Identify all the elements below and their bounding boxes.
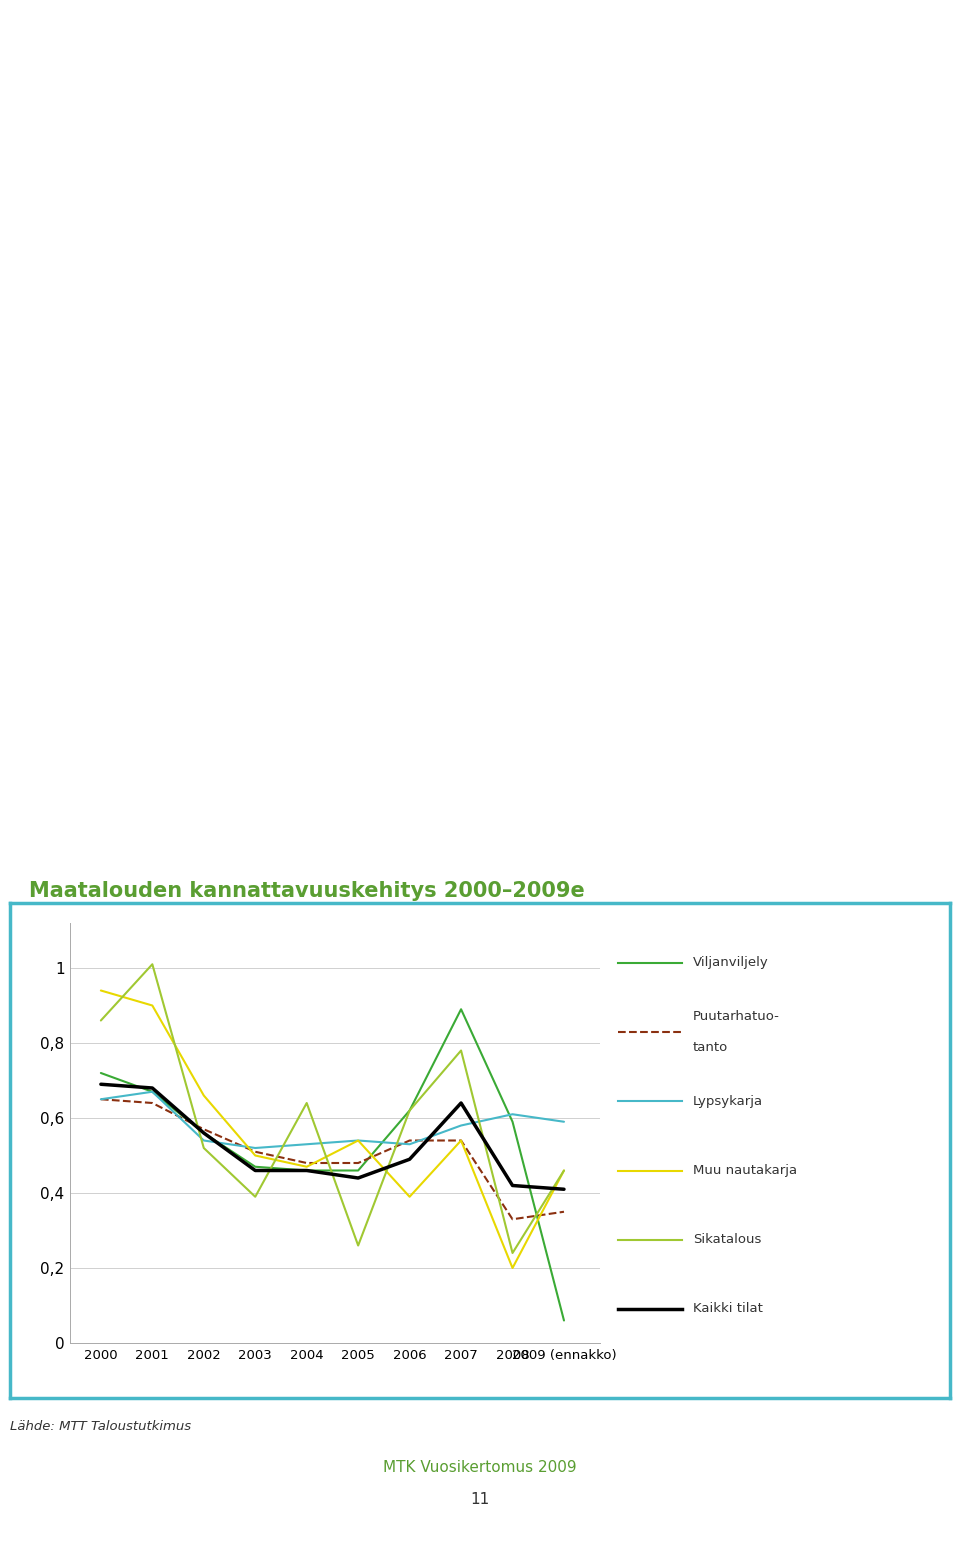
Text: Lähde: MTT Taloustutkimus: Lähde: MTT Taloustutkimus bbox=[10, 1419, 191, 1433]
Text: Sikatalous: Sikatalous bbox=[693, 1233, 761, 1247]
Text: Kaikki tilat: Kaikki tilat bbox=[693, 1302, 763, 1316]
Text: MTK Vuosikertomus 2009: MTK Vuosikertomus 2009 bbox=[383, 1461, 577, 1475]
Text: tanto: tanto bbox=[693, 1042, 729, 1054]
Text: Lypsykarja: Lypsykarja bbox=[693, 1094, 763, 1108]
Text: Maatalouden kannattavuuskehitys 2000–2009e: Maatalouden kannattavuuskehitys 2000–200… bbox=[29, 881, 585, 900]
Text: Viljanviljely: Viljanviljely bbox=[693, 955, 769, 969]
Text: Puutarhatuo-: Puutarhatuo- bbox=[693, 1009, 780, 1023]
Text: 11: 11 bbox=[470, 1493, 490, 1507]
Text: Muu nautakarja: Muu nautakarja bbox=[693, 1163, 797, 1177]
